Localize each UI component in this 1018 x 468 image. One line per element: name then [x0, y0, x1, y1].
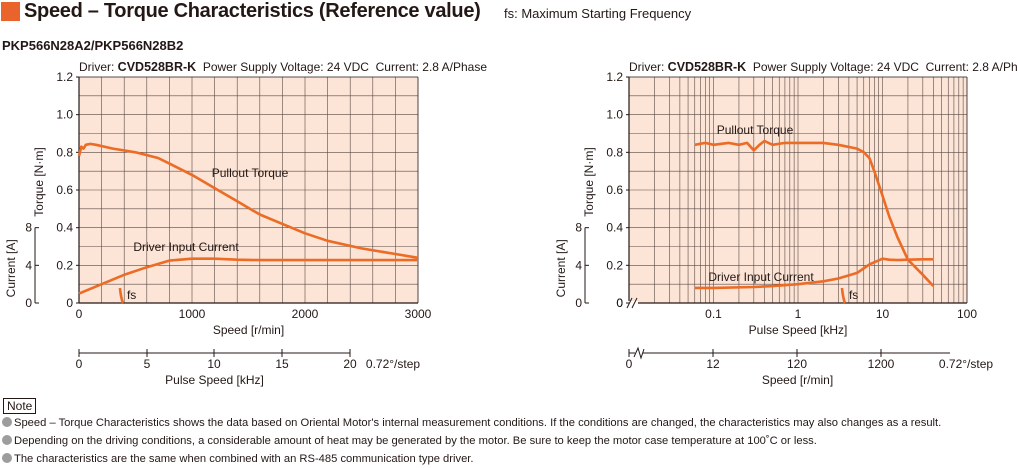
- chart2-series-label-torque: Pullout Torque: [717, 123, 794, 137]
- chart2-x2tick-label: 1200: [868, 357, 895, 371]
- chart2-y2tick-label: 4: [575, 258, 582, 272]
- chart1-y2tick-label: 8: [25, 221, 32, 235]
- chart2-driver-rest: Power Supply Voltage: 24 VDC Current: 2.…: [746, 60, 1018, 74]
- chart2-xtick-label-zero: 0: [616, 296, 623, 310]
- chart1-ytick-label: 0.2: [56, 258, 73, 272]
- note-text-1: Speed – Torque Characteristics shows the…: [14, 417, 942, 429]
- chart2-y2tick-label: 0: [575, 296, 582, 310]
- chart2-ytick-label: 0.2: [606, 258, 623, 272]
- chart2-xtick-label: 0.1: [705, 307, 722, 321]
- chart1-y2tick-label: 4: [25, 258, 32, 272]
- chart2-x2tick-label: 0: [626, 357, 633, 371]
- chart1-xtick-label: 3000: [405, 307, 432, 321]
- chart1-series-label-torque: Pullout Torque: [212, 166, 289, 180]
- chart2-fs-label: fs: [849, 288, 858, 302]
- chart1-fs-label: fs: [127, 288, 136, 302]
- chart1-ytick-label: 1.2: [56, 70, 73, 84]
- chart2-ylabel: Torque [N·m]: [582, 147, 596, 216]
- note-text-2: Depending on the driving conditions, a c…: [14, 435, 817, 447]
- page-title: Speed – Torque Characteristics (Referenc…: [24, 0, 481, 22]
- chart1-driver-input-current-curve: [78, 257, 418, 295]
- bullet-icon: [2, 453, 12, 463]
- chart2-x2tick-label: 12: [706, 357, 720, 371]
- chart2-driver-prefix: Driver:: [629, 60, 668, 74]
- chart1-driver-prefix: Driver:: [79, 60, 118, 74]
- chart1-ytick-label: 0: [66, 296, 73, 310]
- chart1-x2tick-label: 5: [144, 357, 151, 371]
- chart2-driver-input-current-curve: [694, 257, 934, 290]
- chart2-y2label: Current [A]: [554, 239, 568, 297]
- chart1-fs-marker: [118, 287, 125, 304]
- chart2-ytick-label: 0: [616, 296, 623, 310]
- chart2-axis-break-mark: [626, 297, 633, 309]
- chart2-ytick-label: 0.4: [606, 221, 623, 235]
- chart2-driver-name: CVD528BR-K: [667, 60, 747, 74]
- chart2-xtick-label: 10: [876, 307, 890, 321]
- chart2-xlabel: Pulse Speed [kHz]: [749, 323, 848, 337]
- chart1-x2tick-label: 0: [76, 357, 83, 371]
- chart2-series-label-current: Driver Input Current: [708, 270, 814, 284]
- note-line-2: Depending on the driving conditions, a c…: [2, 435, 817, 447]
- chart1-ytick-label: 0.4: [56, 221, 73, 235]
- chart2-y2tick-label: 8: [575, 221, 582, 235]
- chart1-pullout-torque-curve: [77, 142, 419, 260]
- chart1-driver-name: CVD528BR-K: [117, 60, 197, 74]
- chart2-x2-break-mark: [633, 346, 645, 360]
- note-line-1: Speed – Torque Characteristics shows the…: [2, 417, 941, 429]
- chart2-pullout-torque-curve: [694, 139, 935, 287]
- fs-definition-note: fs: Maximum Starting Frequency: [504, 6, 692, 21]
- chart1-x2label: Pulse Speed [kHz]: [165, 373, 264, 387]
- chart2-ytick-label: 0.6: [606, 183, 623, 197]
- chart2-x2label: Speed [r/min]: [762, 373, 833, 387]
- chart1-xtick-label: 1000: [179, 307, 206, 321]
- chart1-ytick-label: 0.6: [56, 183, 73, 197]
- chart1-ytick-label: 1.0: [56, 108, 73, 122]
- chart1-y2label: Current [A]: [4, 239, 18, 297]
- chart1-x2tick-label: 15: [275, 357, 289, 371]
- chart1-ylabel: Torque [N·m]: [32, 147, 46, 216]
- chart2-fs-marker: [840, 287, 847, 304]
- chart1-x2tick-label: 10: [207, 357, 221, 371]
- chart1-xlabel: Speed [r/min]: [213, 323, 284, 337]
- note-text-3: The characteristics are the same when co…: [14, 453, 474, 465]
- chart2-x2suffix: 0.72°/step: [939, 357, 993, 371]
- chart2-xtick-label: 1: [795, 307, 802, 321]
- chart1-driver-line: Driver: CVD528BR-K Power Supply Voltage:…: [79, 60, 487, 74]
- chart1-x2suffix: 0.72°/step: [366, 357, 420, 371]
- chart2-ytick-label: 0.8: [606, 145, 623, 159]
- bullet-icon: [2, 417, 12, 427]
- chart1-series-label-current: Driver Input Current: [133, 240, 239, 254]
- bullet-icon: [2, 435, 12, 445]
- chart2-driver-line: Driver: CVD528BR-K Power Supply Voltage:…: [629, 60, 1018, 74]
- chart1-driver-rest: Power Supply Voltage: 24 VDC Current: 2.…: [196, 60, 488, 74]
- chart1-ytick-label: 0.8: [56, 145, 73, 159]
- chart2-x2tick-label: 120: [787, 357, 807, 371]
- chart1-xtick-label: 2000: [292, 307, 319, 321]
- chart1-xtick-label: 0: [76, 307, 83, 321]
- chart2-axis-break-mark: [631, 297, 638, 309]
- chart2-xtick-label: 100: [957, 307, 977, 321]
- chart1-y2tick-label: 0: [25, 296, 32, 310]
- note-line-3: The characteristics are the same when co…: [2, 453, 474, 465]
- title-marker: [1, 2, 20, 21]
- chart2-ytick-label: 1.2: [606, 70, 623, 84]
- chart2-axis-break-gap: [626, 301, 638, 306]
- motor-model: PKP566N28A2/PKP566N28B2: [2, 38, 184, 53]
- chart1-x2tick-label: 20: [343, 357, 357, 371]
- chart2-ytick-label: 1.0: [606, 108, 623, 122]
- note-label: Note: [3, 398, 37, 414]
